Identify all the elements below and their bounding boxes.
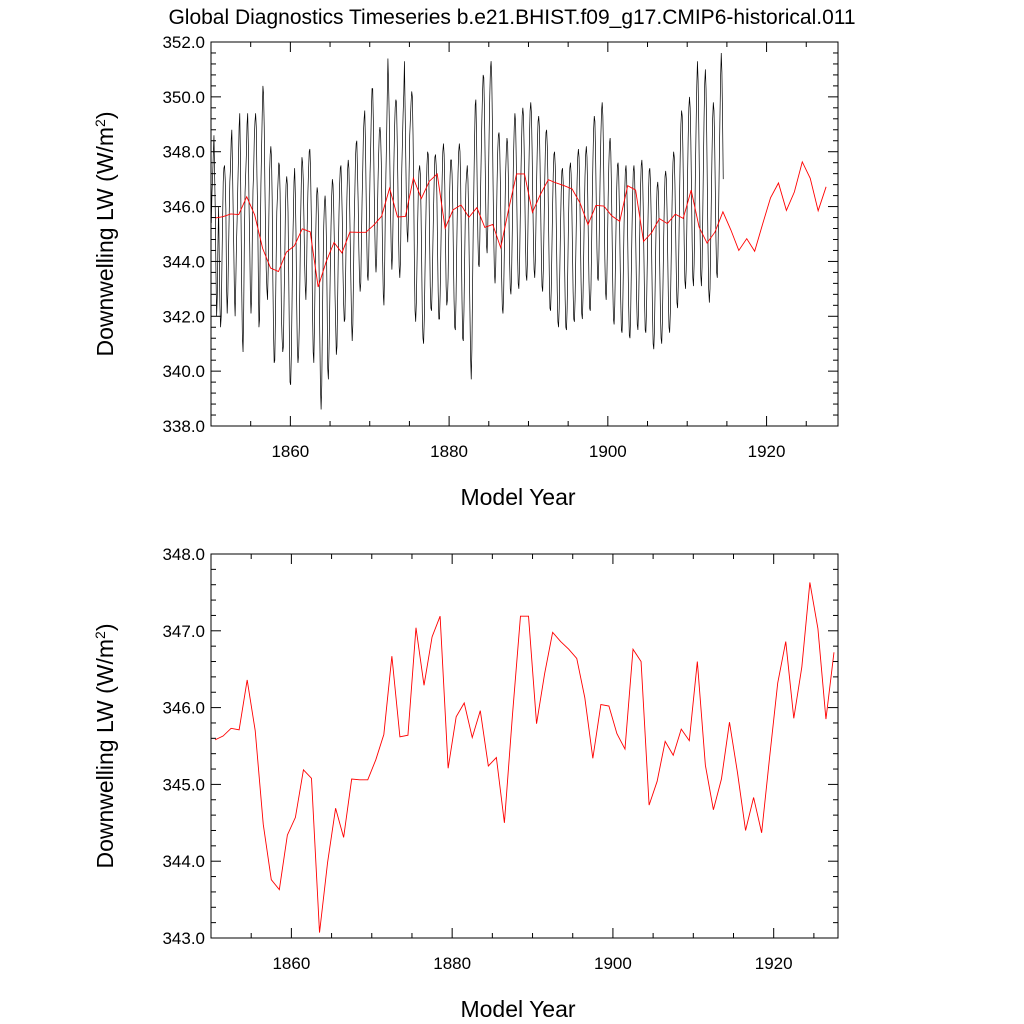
- x-tick-label: 1920: [748, 442, 786, 461]
- y-tick-label: 338.0: [162, 417, 205, 436]
- y-tick-label: 340.0: [162, 362, 205, 381]
- x-tick-label: 1900: [594, 954, 632, 973]
- y-tick-label: 352.0: [162, 33, 205, 52]
- y-tick-label: 346.0: [162, 699, 205, 718]
- axis-ticks: [210, 553, 838, 939]
- x-tick-label: 1920: [755, 954, 793, 973]
- figure-title: Global Diagnostics Timeseries b.e21.BHIS…: [168, 6, 855, 29]
- y-tick-label: 344.0: [162, 252, 205, 271]
- plot-lines: [214, 582, 835, 933]
- y-tick-label: 342.0: [162, 307, 205, 326]
- y-axis-label: Downwelling LW (W/m2): [92, 111, 118, 356]
- y-tick-label: 348.0: [162, 545, 205, 564]
- y-tick-label: 345.0: [162, 775, 205, 794]
- annual-mean-series-line: [214, 582, 835, 933]
- axis-tick-labels: 1860 1880 1900 1920 343.0 344.0 345.0 346.0 347.…: [162, 545, 792, 973]
- x-tick-label: 1860: [271, 442, 309, 461]
- monthly-series-line: [210, 52, 724, 410]
- x-tick-label: 1860: [272, 954, 310, 973]
- y-tick-label: 344.0: [162, 852, 205, 871]
- y-tick-label: 346.0: [162, 198, 205, 217]
- y-tick-label: 347.0: [162, 622, 205, 641]
- y-tick-label: 343.0: [162, 929, 205, 948]
- x-tick-label: 1880: [430, 442, 468, 461]
- annual-mean-panel: 1860 1880 1900 1920 343.0 344.0 345.0 346.0 347.…: [92, 545, 839, 1022]
- plot-lines: [210, 52, 827, 410]
- y-tick-label: 350.0: [162, 88, 205, 107]
- x-tick-label: 1880: [433, 954, 471, 973]
- annual-mean-series-line: [214, 160, 827, 288]
- monthly-and-annual-panel: 1860 1880 1900 1920 338.0 340.0 342.0 344.0 346.…: [92, 33, 839, 510]
- axis-ticks: [210, 41, 838, 427]
- x-axis-label: Model Year: [460, 996, 575, 1022]
- y-tick-label: 348.0: [162, 143, 205, 162]
- x-axis-label: Model Year: [460, 484, 575, 510]
- y-axis-label: Downwelling LW (W/m2): [92, 623, 118, 868]
- x-tick-label: 1900: [589, 442, 627, 461]
- plot-frame: [210, 41, 839, 427]
- axis-tick-labels: 1860 1880 1900 1920 338.0 340.0 342.0 344.0 346.…: [162, 33, 785, 461]
- plot-frame: [210, 553, 839, 939]
